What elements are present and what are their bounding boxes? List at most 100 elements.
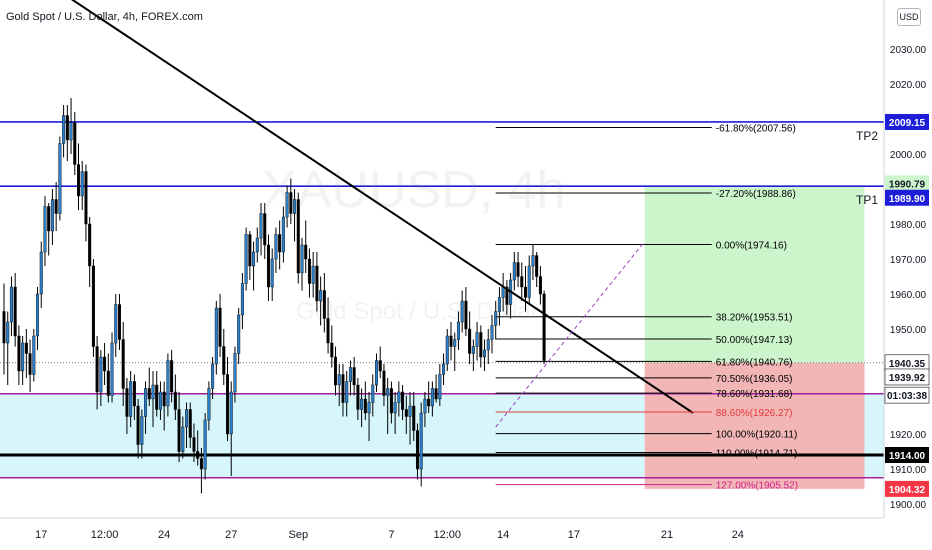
candle-body [494, 311, 498, 326]
candle-body [281, 216, 285, 253]
candle-body [36, 293, 40, 337]
candle-body [244, 234, 248, 284]
fib-level-label: 78.60%(1931.68) [716, 389, 793, 400]
tp1-level-label: TP1 [856, 193, 878, 207]
candle-body [535, 255, 539, 277]
time-tick-label: 7 [388, 529, 394, 541]
candle-body [296, 199, 300, 274]
candle-body [218, 307, 222, 347]
candle-body [423, 398, 427, 414]
time-tick-label: 12:00 [91, 529, 119, 541]
candle-body [270, 258, 274, 288]
symbol-title[interactable]: Gold Spot / U.S. Dollar, 4h, FOREX.com [6, 11, 203, 23]
candle-body [341, 374, 345, 403]
currency-button[interactable]: USD [897, 8, 921, 26]
candle-body [315, 265, 319, 302]
candle-body [375, 360, 379, 386]
candle-body [80, 171, 84, 197]
candle-body [393, 402, 397, 414]
candle-body [47, 206, 51, 232]
candle-body [132, 381, 136, 407]
time-tick-label: 12:00 [434, 529, 462, 541]
candle-body [300, 244, 304, 274]
candle-body [516, 262, 520, 277]
candle-body [326, 318, 330, 344]
candle-body [453, 339, 457, 347]
price-label: 1940.35 [889, 359, 926, 370]
fib-level-label: 0.00%(1974.16) [716, 240, 787, 251]
candle-body [263, 213, 267, 246]
candle-body [32, 335, 36, 375]
candle-body [468, 328, 472, 354]
watermark-name: Gold Spot / U.S. Dollar [296, 298, 539, 325]
price-tick-label: 1980.00 [890, 220, 927, 231]
candle-body [192, 437, 196, 452]
candle-body [21, 342, 25, 372]
candle-body [319, 290, 323, 302]
price-tick-label: 1950.00 [890, 325, 927, 336]
fib-level-label: 88.60%(1926.27) [716, 408, 793, 419]
fib-level-label: 100.00%(1920.11) [716, 430, 798, 441]
time-tick-label: 27 [225, 529, 237, 541]
candle-body [162, 391, 166, 407]
candle-body [222, 346, 226, 375]
candle-body [144, 388, 148, 417]
candle-body [17, 335, 21, 372]
price-label-box [885, 175, 929, 192]
candle-body [501, 286, 505, 298]
candle-body [512, 262, 516, 281]
price-tick-label: 2030.00 [890, 45, 927, 56]
price-label-box [884, 386, 930, 404]
candle-body [110, 342, 114, 396]
candle-body [289, 192, 293, 214]
candle-body [140, 416, 144, 445]
time-axis [0, 518, 932, 550]
candle-body [442, 363, 446, 375]
candle-body [449, 335, 453, 347]
candle-body [117, 304, 121, 340]
candle-body [397, 391, 401, 403]
candle-body [490, 325, 494, 340]
price-tick-label: 1900.00 [890, 500, 927, 511]
price-tick-label: 1920.00 [890, 430, 927, 441]
time-tick-label: 14 [497, 529, 509, 541]
candle-body [352, 367, 356, 386]
fib-level-label: 38.20%(1953.51) [716, 313, 793, 324]
candle-body [84, 171, 88, 225]
time-tick-label: 17 [568, 529, 580, 541]
candle-body [367, 402, 371, 414]
price-label: 01:03:38 [887, 391, 927, 402]
candle-body [378, 360, 382, 372]
candle-body [158, 391, 162, 410]
price-label-box [885, 480, 929, 497]
candle-body [13, 286, 17, 337]
time-tick-label: Sep [288, 529, 308, 541]
candle-body [497, 297, 501, 312]
candle-body [65, 115, 69, 141]
candle-body [278, 234, 282, 253]
candle-body [475, 332, 479, 347]
candle-body [255, 237, 259, 253]
candle-body [6, 321, 10, 344]
candle-body [404, 409, 408, 417]
candle-body [248, 234, 252, 267]
candle-body [386, 388, 390, 396]
candle-body [58, 143, 62, 214]
candle-body [330, 342, 334, 358]
price-label-box [885, 189, 929, 206]
candle-body [196, 451, 200, 459]
candle-body [371, 384, 375, 403]
candle-body [382, 370, 386, 396]
price-label-box [884, 368, 930, 386]
candle-body [419, 412, 423, 470]
candle-body [106, 370, 110, 396]
price-label-box [885, 447, 929, 463]
fib-level-label: 61.80%(1940.76) [716, 357, 793, 368]
candle-body [337, 374, 341, 386]
candle-body [311, 265, 315, 284]
candle-body [114, 304, 118, 344]
candle-body [203, 419, 207, 470]
price-label: 1990.79 [889, 179, 926, 190]
candle-body [527, 265, 531, 298]
